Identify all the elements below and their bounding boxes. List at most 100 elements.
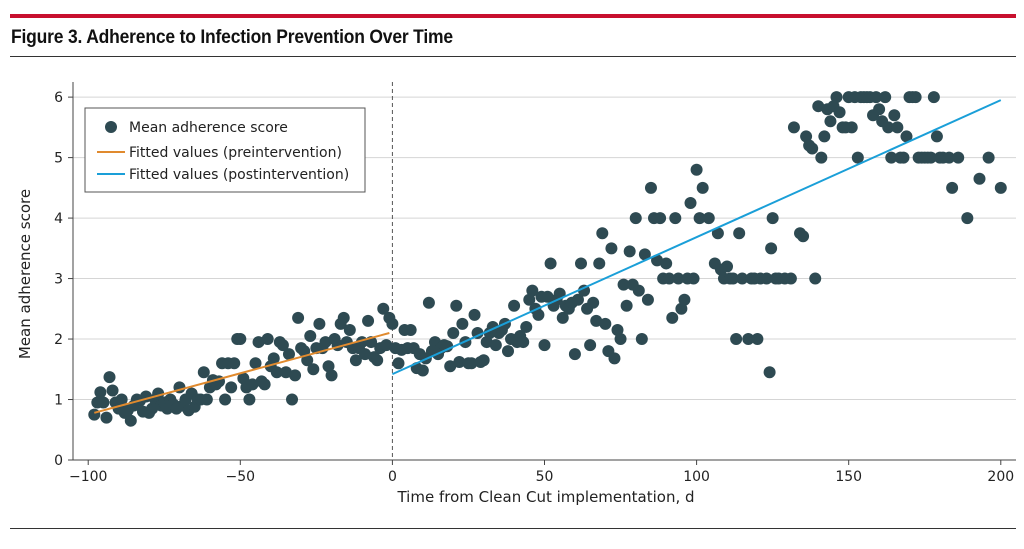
data-point [359, 348, 372, 361]
data-point [927, 91, 940, 104]
data-point [544, 257, 557, 270]
data-point [806, 142, 819, 155]
data-point [97, 396, 110, 409]
data-point [635, 333, 648, 346]
data-point [593, 257, 606, 270]
data-point [541, 290, 554, 303]
y-ticks: 0 1 2 3 4 5 6 [54, 90, 73, 469]
data-point [765, 242, 778, 255]
data-point [501, 345, 514, 358]
data-point [520, 320, 533, 333]
data-point [447, 326, 460, 339]
data-point [298, 345, 311, 358]
data-point [678, 293, 691, 306]
data-point [404, 323, 417, 336]
data-point [784, 272, 797, 285]
data-point [252, 336, 265, 349]
data-point [489, 339, 502, 352]
x-tick-label: −50 [226, 469, 256, 485]
data-point [873, 103, 886, 116]
x-tick-label: −100 [69, 469, 107, 485]
preintervention-fit-line [94, 332, 390, 414]
data-point [879, 91, 892, 104]
data-point [575, 257, 588, 270]
data-point [973, 172, 986, 185]
x-axis-label: Time from Clean Cut implementation, d [396, 488, 694, 506]
data-point [930, 130, 943, 143]
data-point [94, 386, 107, 399]
data-point [797, 230, 810, 243]
data-point [337, 311, 350, 324]
data-point [651, 254, 664, 267]
data-point [818, 130, 831, 143]
data-point [289, 369, 302, 382]
data-point [882, 121, 895, 134]
data-point [270, 366, 283, 379]
data-point [219, 393, 232, 406]
data-point [736, 272, 749, 285]
data-point [228, 357, 241, 370]
data-point [392, 357, 405, 370]
data-point [304, 330, 317, 343]
data-point [371, 354, 384, 367]
data-point [851, 151, 864, 164]
y-tick-label: 6 [54, 90, 63, 106]
data-point [690, 163, 703, 176]
data-point [197, 366, 210, 379]
data-point [468, 308, 481, 321]
data-point [276, 339, 289, 352]
data-point [441, 340, 454, 353]
data-point [556, 311, 569, 324]
data-point [292, 311, 305, 324]
data-point [608, 352, 621, 365]
data-point [571, 293, 584, 306]
data-point [693, 212, 706, 225]
data-point [526, 284, 539, 297]
data-point [88, 408, 101, 421]
data-point [943, 151, 956, 164]
data-point [711, 227, 724, 240]
data-point [751, 333, 764, 346]
data-point [620, 299, 633, 312]
y-tick-label: 3 [54, 272, 63, 288]
data-point [596, 227, 609, 240]
data-point [900, 130, 913, 143]
x-ticks: −100 −50 0 50 100 150 200 [69, 460, 1014, 485]
data-point [845, 121, 858, 134]
data-point [599, 317, 612, 330]
data-point [508, 299, 521, 312]
data-point [763, 366, 776, 379]
figure-title: Figure 3. Adherence to Infection Prevent… [11, 27, 453, 48]
legend-box [84, 107, 366, 193]
data-point [629, 212, 642, 225]
data-point [641, 293, 654, 306]
data-point [313, 317, 326, 330]
data-point [124, 414, 137, 427]
legend-marker-mean [105, 121, 117, 133]
data-point [727, 272, 740, 285]
legend-label-post: Fitted values (postintervention) [129, 167, 349, 183]
data-point [325, 369, 338, 382]
data-point [660, 257, 673, 270]
data-point [416, 364, 429, 377]
data-point [480, 336, 493, 349]
data-point [286, 393, 299, 406]
data-point [888, 109, 901, 122]
data-point [687, 272, 700, 285]
data-point [961, 212, 974, 225]
data-point [453, 356, 466, 369]
data-point [587, 296, 600, 309]
data-point [532, 308, 545, 321]
x-tick-label: 0 [388, 469, 397, 485]
data-point [787, 121, 800, 134]
data-point [614, 333, 627, 346]
data-point [644, 181, 657, 194]
postintervention-fit-line [391, 99, 1002, 376]
data-point [103, 371, 116, 384]
data-point [319, 336, 332, 349]
data-point [578, 284, 591, 297]
data-point [623, 245, 636, 258]
data-point [684, 196, 697, 209]
data-point [380, 339, 393, 352]
data-point [225, 381, 238, 394]
